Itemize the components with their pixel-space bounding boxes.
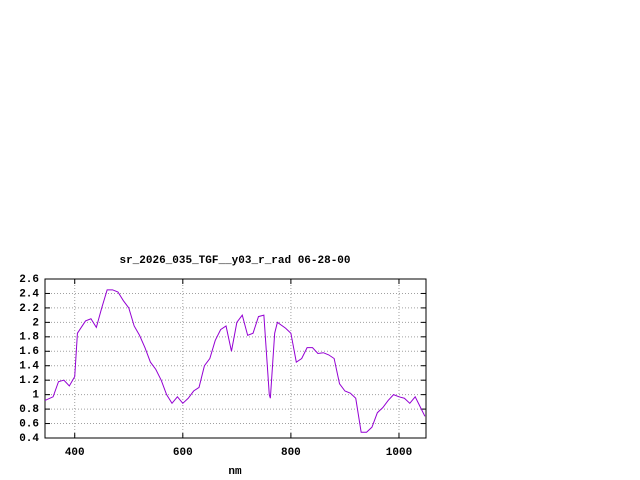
y-tick-label: 1.4 <box>19 361 39 373</box>
x-tick-label: 600 <box>173 447 193 459</box>
y-tick-label: 2.2 <box>19 303 39 315</box>
x-tick-label: 1000 <box>386 447 412 459</box>
y-tick-label: 1 <box>32 390 39 402</box>
y-tick-label: 1.6 <box>19 346 39 358</box>
x-tick-label: 400 <box>65 447 85 459</box>
data-line <box>44 289 426 433</box>
y-tick-label: 2.6 <box>19 274 39 286</box>
y-tick-label: 0.6 <box>19 418 39 430</box>
y-tick-label: 1.2 <box>19 375 39 387</box>
plot-border <box>44 278 427 439</box>
y-tick-label: 0.4 <box>19 433 39 445</box>
chart-title: sr_2026_035_TGF__y03_r_rad 06-28-00 <box>119 255 350 267</box>
y-tick-label: 1.8 <box>19 332 39 344</box>
y-tick-label: 2.4 <box>19 288 39 300</box>
y-tick-label: 2 <box>32 317 39 329</box>
y-tick-label: 0.8 <box>19 404 39 416</box>
x-axis-label: nm <box>228 466 242 478</box>
x-tick-label: 800 <box>281 447 301 459</box>
